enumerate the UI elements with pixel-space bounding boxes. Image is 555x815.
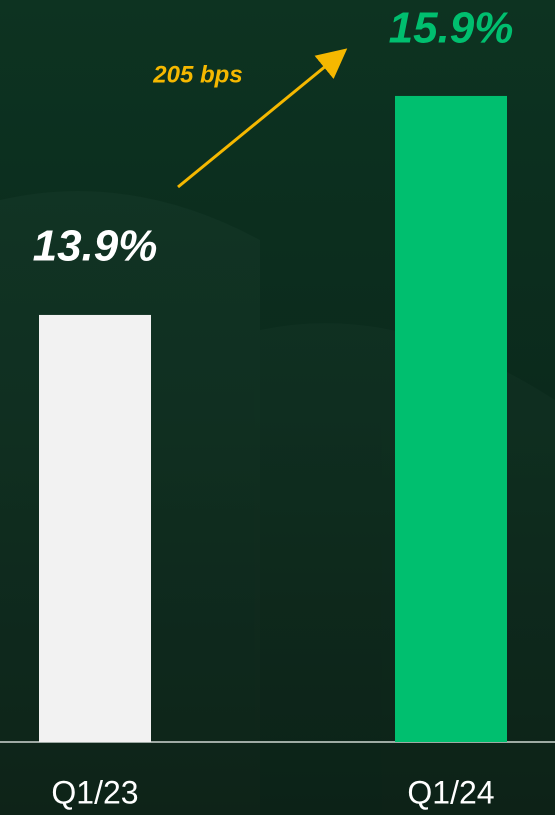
annotation: 205 bps [152, 61, 242, 88]
value-label: 15.9% [389, 4, 514, 53]
bar [395, 96, 507, 742]
x-tick-label: Q1/24 [407, 774, 494, 810]
value-label: 13.9% [33, 222, 158, 271]
bar [39, 315, 151, 742]
x-tick-label: Q1/23 [51, 774, 138, 810]
chart: 205 bps 13.9% Q1/23 15.9% Q1/24 [0, 0, 555, 815]
